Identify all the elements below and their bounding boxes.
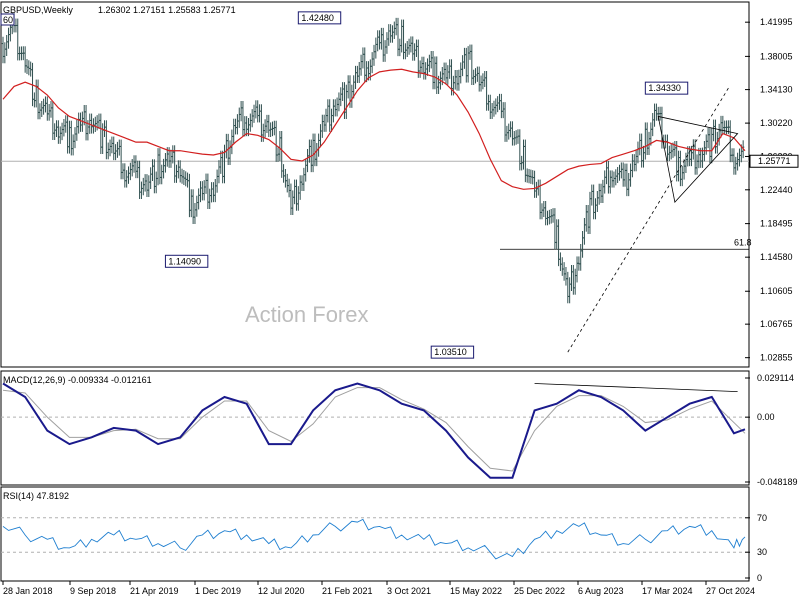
x-tick-label: 12 Jul 2020 — [258, 586, 305, 596]
y-tick-label: 1.22440 — [760, 185, 793, 195]
rsi-plot — [1, 517, 749, 560]
cycle-low-label: 1.03510 — [434, 347, 467, 357]
y-tick-label: 1.06765 — [760, 319, 793, 329]
rsi-panel — [0, 486, 750, 582]
macd-panel — [0, 370, 750, 486]
x-tick-label: 15 May 2022 — [450, 586, 502, 596]
x-tick-label: 1 Dec 2019 — [195, 586, 241, 596]
macd-title: MACD(12,26,9) -0.009334 -0.012161 — [3, 375, 152, 385]
price-plot: 61.8 1.42480 1.34330 1.14090 1.03510 60 — [0, 11, 752, 359]
x-tick-label: 28 Jan 2018 — [3, 586, 53, 596]
y-tick-label: 1.14580 — [760, 252, 793, 262]
left-label: 60 — [3, 15, 13, 25]
x-tick-label: 27 Oct 2024 — [706, 586, 755, 596]
rsi-title: RSI(14) 47.8192 — [3, 491, 69, 501]
macd-y-tick-label: 0.029114 — [757, 373, 794, 383]
recent-high-label: 1.34330 — [648, 83, 681, 93]
y-tick-label: 1.10605 — [760, 286, 793, 296]
chart-title: GBPUSD,Weekly — [3, 5, 73, 15]
low-label: 1.14090 — [168, 256, 201, 266]
macd-divergence-line — [534, 383, 738, 393]
x-tick-label: 25 Dec 2022 — [514, 586, 565, 596]
rsi-y-tick-label: 0 — [757, 573, 762, 583]
current-price-label: 1.25771 — [758, 156, 791, 166]
y-tick-label: 1.41995 — [760, 17, 793, 27]
watermark: Action Forex — [245, 302, 369, 327]
fib-level-label: 61.8 — [734, 237, 752, 247]
high-label: 1.42480 — [301, 13, 334, 23]
macd-y-tick-label: -0.048189 — [757, 477, 798, 487]
rsi-y-tick-label: 70 — [757, 513, 767, 523]
x-tick-label: 21 Feb 2021 — [322, 586, 373, 596]
macd-line — [2, 382, 746, 479]
x-tick-label: 21 Apr 2019 — [130, 586, 179, 596]
moving-average-line — [2, 68, 746, 190]
main-panel — [0, 1, 750, 368]
y-tick-label: 1.30220 — [760, 118, 793, 128]
y-tick-label: 1.02855 — [760, 353, 793, 363]
x-tick-label: 9 Sep 2018 — [70, 586, 116, 596]
low-label-box — [164, 254, 209, 268]
y-tick-label: 1.34130 — [760, 85, 793, 95]
recent-high-label-box — [644, 81, 689, 95]
y-tick-label: 1.18495 — [760, 219, 793, 229]
triangle-pattern — [657, 115, 739, 203]
x-tick-label: 6 Aug 2023 — [578, 586, 624, 596]
macd-plot — [1, 382, 749, 479]
macd-y-tick-label: 0.00 — [757, 412, 775, 422]
current-price-box — [749, 154, 799, 168]
ohlc-values: 1.26302 1.27151 1.25583 1.25771 — [98, 5, 236, 15]
axes: 1.419951.380051.341301.302201.263301.224… — [2, 17, 799, 596]
y-tick-label: 1.38005 — [760, 51, 793, 61]
rsi-y-tick-label: 30 — [757, 547, 767, 557]
cycle-low-label-box — [430, 345, 475, 359]
x-tick-label: 3 Oct 2021 — [387, 586, 431, 596]
high-label-box — [297, 11, 342, 25]
rsi-line — [2, 518, 746, 560]
x-tick-label: 17 Mar 2024 — [642, 586, 693, 596]
left-label-box — [0, 13, 15, 26]
